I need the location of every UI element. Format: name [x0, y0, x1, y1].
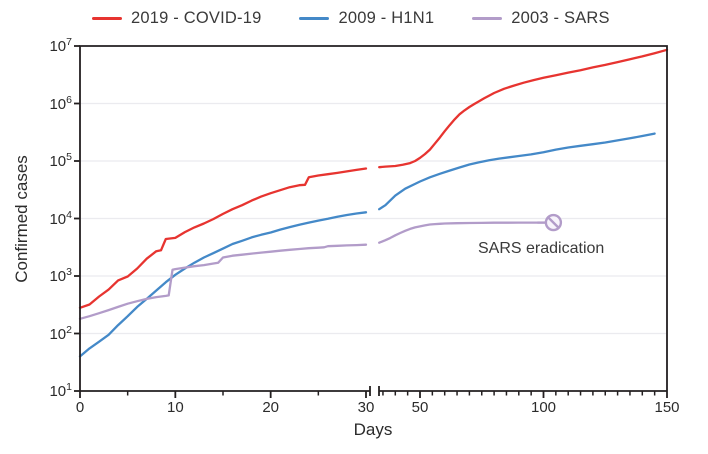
x-tick-label-10: 10	[166, 399, 184, 416]
series-line-2019-covid-19-seg2	[378, 48, 669, 169]
legend-swatch-covid-line	[92, 16, 122, 20]
legend-item-covid: 2019 - COVID-19	[92, 9, 261, 28]
x-tick-label-150: 150	[654, 399, 680, 416]
sars-eradication-annotation: SARS eradication	[478, 240, 605, 257]
series-line-2019-covid-19-seg1	[78, 167, 368, 309]
series-line-2009-h1n1-seg1	[78, 211, 368, 358]
x-tick-label-100: 100	[530, 399, 557, 416]
y-tick-label-10e7: 107	[49, 36, 72, 55]
legend-label-covid: 2019 - COVID-19	[131, 8, 262, 27]
legend-label-sars: 2003 - SARS	[511, 8, 610, 27]
y-tick-label-10e6: 106	[49, 93, 72, 113]
legend-item-sars: 2003 - SARS	[472, 9, 610, 28]
y-tick-label-10e4: 104	[49, 208, 72, 228]
x-tick-label-30: 30	[357, 399, 375, 416]
x-tick-label-20: 20	[262, 399, 279, 416]
y-tick-label-10e1: 101	[49, 381, 72, 400]
y-tick-label-10e5: 105	[49, 151, 72, 170]
legend-item-h1n1: 2009 - H1N1	[299, 9, 434, 28]
y-tick-label-10e2: 102	[49, 323, 72, 343]
legend-swatch-sars-line	[472, 16, 503, 20]
series-line-2009-h1n1-seg2	[378, 132, 656, 211]
series-line-2003-sars-seg1	[78, 243, 368, 320]
series-line-2003-sars-seg2	[378, 221, 555, 244]
legend-label-h1n1: 2009 - H1N1	[338, 8, 435, 27]
sars-eradication-marker-slash-icon	[547, 217, 559, 229]
x-tick-label-50: 50	[411, 399, 429, 416]
x-tick-label-0: 0	[75, 399, 85, 416]
legend-swatch-h1n1-line	[299, 16, 330, 20]
y-tick-label-10e3: 103	[49, 266, 72, 285]
legend: 2019 - COVID-19 2009 - H1N1 2003 - SARS	[92, 8, 610, 28]
x-axis-title: Days	[353, 420, 393, 439]
